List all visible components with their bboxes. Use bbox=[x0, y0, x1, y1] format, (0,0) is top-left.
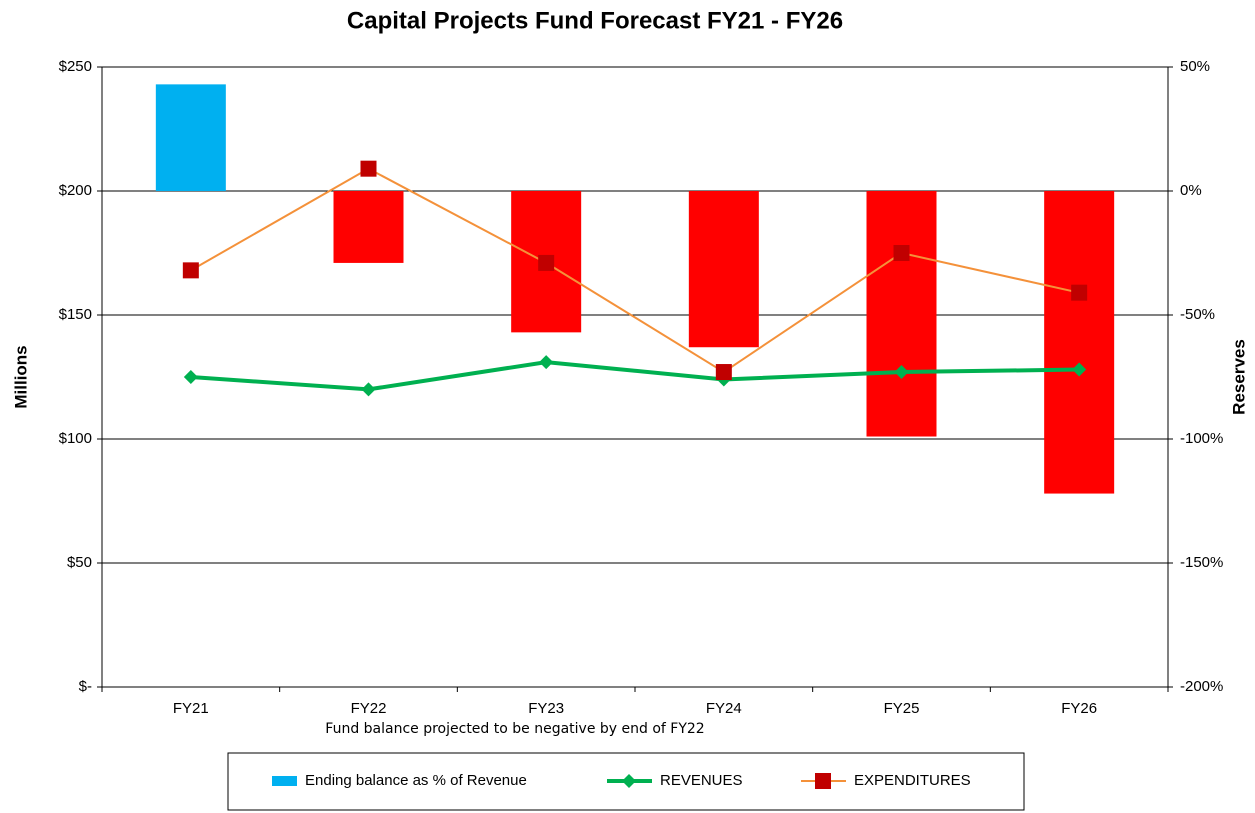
marker bbox=[183, 370, 198, 384]
y-tick-label: $100 bbox=[59, 430, 92, 447]
y2-tick-label: -50% bbox=[1180, 306, 1215, 323]
annotation: Fund balance projected to be negative by… bbox=[325, 721, 704, 737]
bar bbox=[1044, 191, 1115, 494]
x-tick-label: FY21 bbox=[173, 700, 209, 717]
marker bbox=[361, 382, 376, 397]
legend-label: REVENUES bbox=[660, 772, 743, 789]
x-tick-label: FY25 bbox=[884, 700, 920, 717]
bar bbox=[866, 191, 937, 437]
x-tick-label: FY24 bbox=[706, 700, 742, 717]
marker bbox=[894, 365, 909, 380]
y2-tick-label: -200% bbox=[1180, 678, 1223, 695]
legend-marker bbox=[815, 773, 831, 789]
marker bbox=[1072, 362, 1087, 377]
marker bbox=[1071, 284, 1088, 301]
y2-tick-label: -150% bbox=[1180, 554, 1223, 571]
marker bbox=[715, 364, 732, 381]
bar bbox=[155, 84, 226, 191]
y-tick-label: $150 bbox=[59, 306, 92, 323]
y2-tick-label: 50% bbox=[1180, 58, 1210, 75]
y-tick-label: $50 bbox=[67, 554, 92, 571]
marker bbox=[893, 245, 910, 261]
marker bbox=[360, 160, 377, 177]
y-tick-label: $200 bbox=[59, 182, 92, 199]
x-tick-label: FY22 bbox=[351, 700, 387, 717]
legend-swatch bbox=[272, 776, 297, 786]
y-tick-label: $250 bbox=[59, 58, 92, 75]
y2-axis-title: Reserves bbox=[1229, 339, 1248, 415]
x-tick-label: FY23 bbox=[528, 700, 564, 717]
legend-box bbox=[227, 752, 1025, 811]
y2-tick-label: -100% bbox=[1180, 430, 1223, 447]
y2-tick-label: 0% bbox=[1180, 182, 1202, 199]
chart-title: Capital Projects Fund Forecast FY21 - FY… bbox=[347, 7, 843, 34]
bar bbox=[688, 191, 759, 348]
y-tick-label: $- bbox=[79, 678, 92, 695]
legend-marker bbox=[622, 774, 636, 788]
y-axis-title: Millions bbox=[11, 345, 30, 408]
x-tick-label: FY26 bbox=[1061, 700, 1097, 717]
marker bbox=[182, 262, 199, 279]
marker bbox=[539, 355, 554, 370]
bar bbox=[333, 191, 404, 263]
line bbox=[190, 167, 1080, 374]
line bbox=[190, 360, 1080, 392]
legend-label: Ending balance as % of Revenue bbox=[305, 772, 527, 789]
legend-label: EXPENDITURES bbox=[854, 772, 971, 789]
marker bbox=[538, 254, 555, 271]
